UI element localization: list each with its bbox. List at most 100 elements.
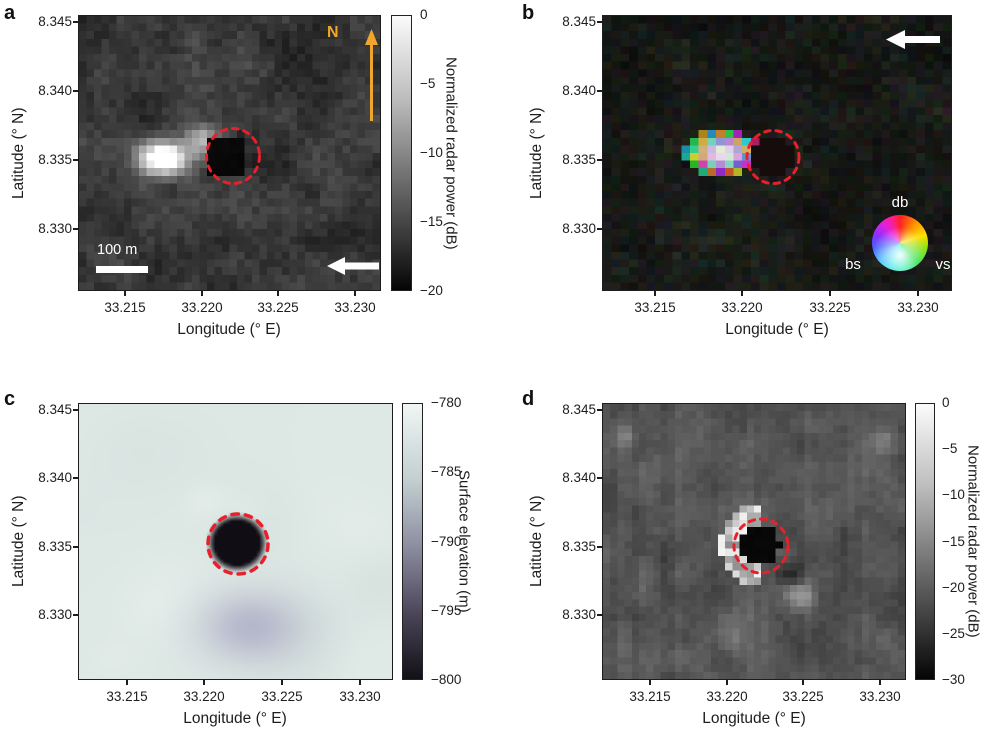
pit-dashed-circle (205, 127, 261, 185)
y-tick: 8.345 (562, 402, 596, 417)
elevation-image-c (79, 404, 392, 679)
tick-mark (203, 680, 205, 685)
colorbar-label-d: Normalized radar power (dB) (964, 445, 982, 638)
y-tick: 8.345 (38, 14, 72, 29)
colorbar-tick: −790 (431, 533, 462, 549)
tick-mark (73, 614, 78, 616)
x-tick: 33.225 (261, 689, 303, 704)
tick-mark (879, 680, 881, 685)
tick-mark (726, 680, 728, 685)
tick-mark (73, 21, 78, 23)
y-tick: 8.340 (562, 470, 596, 485)
tick-mark (201, 291, 203, 296)
tick-mark (917, 291, 919, 296)
colorbar-tick: −20 (420, 283, 443, 298)
panel-d-plot (602, 403, 906, 680)
tick-mark (277, 291, 279, 296)
colorbar-tick: −20 (942, 579, 965, 595)
x-tick: 33.225 (782, 689, 824, 704)
colorbar-label-c: Surface elevation (m) (455, 470, 473, 613)
colorbar-tick: −25 (942, 625, 965, 641)
tick-mark (73, 90, 78, 92)
tick-mark (597, 614, 602, 616)
tick-mark (73, 477, 78, 479)
x-tick: 33.215 (106, 689, 148, 704)
colorbar-tick: −15 (942, 533, 965, 549)
panel-b-plot: db bs vs (602, 15, 952, 291)
y-tick: 8.335 (562, 539, 596, 554)
tick-mark (597, 90, 602, 92)
tick-mark (802, 680, 804, 685)
tick-mark (359, 680, 361, 685)
colorbar-tick: −15 (420, 214, 443, 229)
panel-letter-b: b (522, 2, 535, 24)
north-label: N (327, 24, 339, 41)
tick-mark (73, 228, 78, 230)
y-tick: 8.330 (562, 607, 596, 622)
colorbar-label-a: Normalized radar power (dB) (442, 56, 460, 250)
x-tick: 33.215 (104, 300, 146, 315)
panel-letter-c: c (4, 388, 16, 410)
tick-mark (649, 680, 651, 685)
y-tick: 8.340 (562, 83, 596, 98)
x-tick: 33.225 (257, 300, 299, 315)
y-axis-label: Latitude (° N) (528, 495, 545, 588)
panel-a-plot: N 100 m (78, 15, 381, 291)
y-tick: 8.335 (562, 152, 596, 167)
x-tick: 33.230 (339, 689, 381, 704)
x-axis-label: Longitude (° E) (702, 710, 806, 727)
y-tick: 8.330 (562, 221, 596, 236)
tick-mark (597, 546, 602, 548)
x-tick: 33.220 (183, 689, 225, 704)
x-tick: 33.230 (859, 689, 901, 704)
tick-mark (354, 291, 356, 296)
tick-mark (73, 159, 78, 161)
x-tick: 33.230 (897, 300, 939, 315)
scale-bar (96, 266, 148, 273)
pit-dashed-circle (745, 129, 801, 185)
x-tick: 33.215 (634, 300, 676, 315)
panel-c-plot (78, 403, 393, 680)
x-tick: 33.225 (809, 300, 851, 315)
tick-mark (281, 680, 283, 685)
tick-mark (597, 159, 602, 161)
colorbar-c (402, 403, 423, 680)
x-tick: 33.230 (334, 300, 376, 315)
panel-letter-a: a (4, 2, 16, 24)
x-axis-label: Longitude (° E) (177, 321, 281, 338)
y-tick: 8.345 (562, 14, 596, 29)
tick-mark (597, 409, 602, 411)
y-tick: 8.335 (38, 152, 72, 167)
colorbar-tick: −30 (942, 672, 965, 687)
x-tick: 33.215 (629, 689, 671, 704)
colorbar-tick: −800 (431, 672, 462, 687)
colorbar-tick: −780 (431, 395, 462, 410)
y-tick: 8.340 (38, 470, 72, 485)
tick-mark (597, 477, 602, 479)
y-tick: 8.330 (38, 607, 72, 622)
tick-mark (73, 409, 78, 411)
colorbar-tick: −5 (942, 441, 958, 457)
tick-mark (829, 291, 831, 296)
colorbar-tick: 0 (420, 7, 428, 22)
pit-dashed-circle (732, 517, 790, 575)
x-tick: 33.220 (706, 689, 748, 704)
x-axis-label: Longitude (° E) (183, 710, 287, 727)
wheel-label-bs: bs (845, 256, 861, 273)
tick-mark (124, 291, 126, 296)
colorbar-tick: −10 (942, 487, 965, 503)
y-tick: 8.345 (38, 402, 72, 417)
north-arrow-icon (365, 29, 378, 121)
colorbar-tick: −795 (431, 602, 462, 618)
x-tick: 33.220 (721, 300, 763, 315)
panel-letter-d: d (522, 388, 535, 410)
radar-image-d (603, 404, 905, 679)
colorbar-tick: −10 (420, 145, 443, 160)
scale-bar-label: 100 m (97, 242, 138, 258)
x-axis-label: Longitude (° E) (725, 321, 829, 338)
y-tick: 8.330 (38, 221, 72, 236)
y-tick: 8.340 (38, 83, 72, 98)
tick-mark (597, 21, 602, 23)
colorbar-tick: 0 (942, 395, 950, 410)
